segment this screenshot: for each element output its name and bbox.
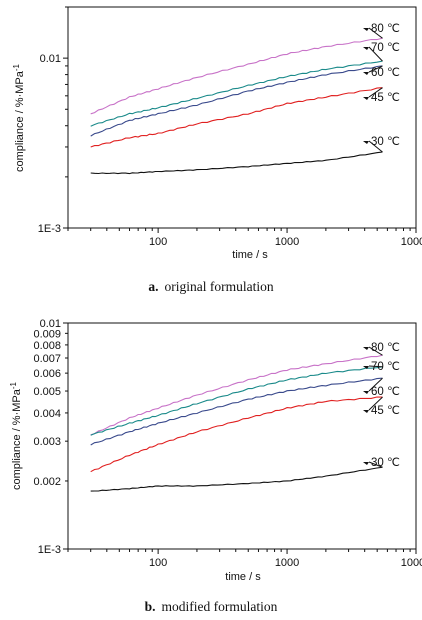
series-label: 60 ℃ — [371, 386, 400, 398]
panel-a-caption: a. original formulation — [0, 279, 422, 295]
series-line — [90, 65, 383, 137]
series-label-arrowhead — [363, 366, 369, 369]
series-label-pointer — [368, 65, 383, 73]
series-line — [90, 151, 383, 175]
panel-b-caption: b. modified formulation — [0, 599, 422, 615]
y-tick-label: 0.01 — [40, 318, 61, 330]
series-label-pointer — [368, 346, 383, 356]
y-tick-label: 0.01 — [40, 53, 61, 65]
x-tick-label: 100 — [149, 236, 167, 248]
series-line — [90, 366, 383, 436]
y-tick-label: 0.003 — [33, 436, 61, 448]
y-tick-label: 1E-3 — [38, 223, 61, 235]
series-label-pointer — [368, 377, 383, 392]
series-label-arrowhead — [363, 141, 369, 144]
y-tick-label: 1E-3 — [38, 544, 61, 556]
plot-frame — [67, 322, 417, 550]
series-line — [90, 37, 383, 115]
series-label-pointer — [368, 140, 383, 153]
panel-a-chart: compliance / %·MPa-1 time / s 100 1000 100… — [12, 6, 422, 261]
series-label-arrowhead — [363, 391, 369, 394]
x-tick-label: 1000 — [275, 236, 299, 248]
y-tick-label: 0.008 — [33, 340, 61, 352]
panel-b-xlabel: time / s — [225, 571, 261, 583]
y-tick-label: 0.005 — [33, 386, 61, 398]
series-label-pointer — [368, 365, 383, 368]
series-line — [90, 354, 383, 436]
series-label-pointer — [368, 27, 383, 39]
x-tick-label: 10000 — [401, 557, 422, 569]
series-label: 70 ℃ — [371, 42, 400, 54]
series-label-arrowhead — [363, 462, 369, 465]
x-tick-label: 1000 — [275, 557, 299, 569]
panel-b-caption-text: modified formulation — [161, 599, 278, 614]
series-line — [90, 87, 383, 148]
series-label-arrowhead — [363, 47, 369, 50]
series-label-arrowhead — [363, 347, 369, 350]
series-label-arrowhead — [363, 72, 369, 75]
series-label-arrowhead — [363, 97, 369, 100]
series-label: 45 ℃ — [371, 405, 400, 417]
panel-b-chart: compliance / %·MPa-1 time / s 100 1000 100… — [9, 318, 422, 583]
series-label: 80 ℃ — [371, 23, 400, 35]
series-label-pointer — [368, 46, 383, 62]
series-line — [90, 377, 383, 446]
panel-a-xlabel: time / s — [232, 249, 268, 261]
x-tick-label: 100 — [149, 557, 167, 569]
series-label: 80 ℃ — [371, 342, 400, 354]
y-tick-label: 0.007 — [33, 353, 61, 365]
panel-b-caption-letter: b. — [144, 599, 156, 614]
series-label-pointer — [368, 87, 383, 98]
series-line — [90, 60, 383, 127]
panel-a-caption-text: original formulation — [164, 279, 274, 294]
series-label: 60 ℃ — [371, 67, 400, 79]
y-tick-label: 0.002 — [33, 476, 61, 488]
series-label-pointer — [368, 396, 383, 411]
y-tick-label: 0.009 — [33, 328, 61, 340]
series-label: 70 ℃ — [371, 361, 400, 373]
x-tick-label: 10000 — [401, 236, 422, 248]
series-label-pointer — [368, 461, 383, 468]
series-label: 30 ℃ — [371, 457, 400, 469]
y-tick-label: 0.004 — [33, 408, 61, 420]
panel-a-caption-letter: a. — [148, 279, 159, 294]
series-label: 30 ℃ — [371, 136, 400, 148]
series-label-arrowhead — [363, 410, 369, 413]
series-label-arrowhead — [363, 28, 369, 31]
series-line — [90, 396, 383, 473]
series-label: 45 ℃ — [371, 92, 400, 104]
plot-frame — [67, 6, 417, 229]
panel-b-ylabel: compliance / %·MPa-1 — [9, 381, 23, 490]
series-line — [90, 466, 383, 492]
y-tick-label: 0.006 — [33, 368, 61, 380]
panel-a-ylabel: compliance / %·MPa-1 — [12, 63, 26, 172]
